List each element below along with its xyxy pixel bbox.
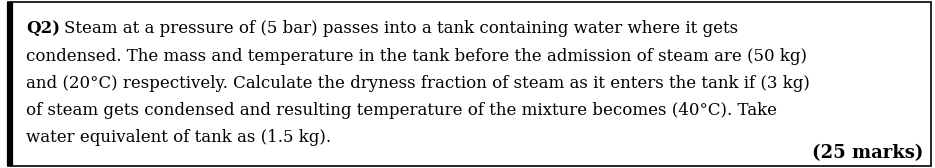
Text: (25 marks): (25 marks) [812, 144, 923, 162]
Text: and (20°C) respectively. Calculate the dryness fraction of steam as it enters th: and (20°C) respectively. Calculate the d… [26, 75, 810, 92]
Text: Steam at a pressure of (5 bar) passes into a tank containing water where it gets: Steam at a pressure of (5 bar) passes in… [64, 20, 738, 37]
Text: Q2): Q2) [26, 20, 60, 37]
Text: condensed. The mass and temperature in the tank before the admission of steam ar: condensed. The mass and temperature in t… [26, 48, 807, 65]
Text: of steam gets condensed and resulting temperature of the mixture becomes (40°C).: of steam gets condensed and resulting te… [26, 102, 777, 119]
Text: water equivalent of tank as (1.5 kg).: water equivalent of tank as (1.5 kg). [26, 129, 331, 146]
